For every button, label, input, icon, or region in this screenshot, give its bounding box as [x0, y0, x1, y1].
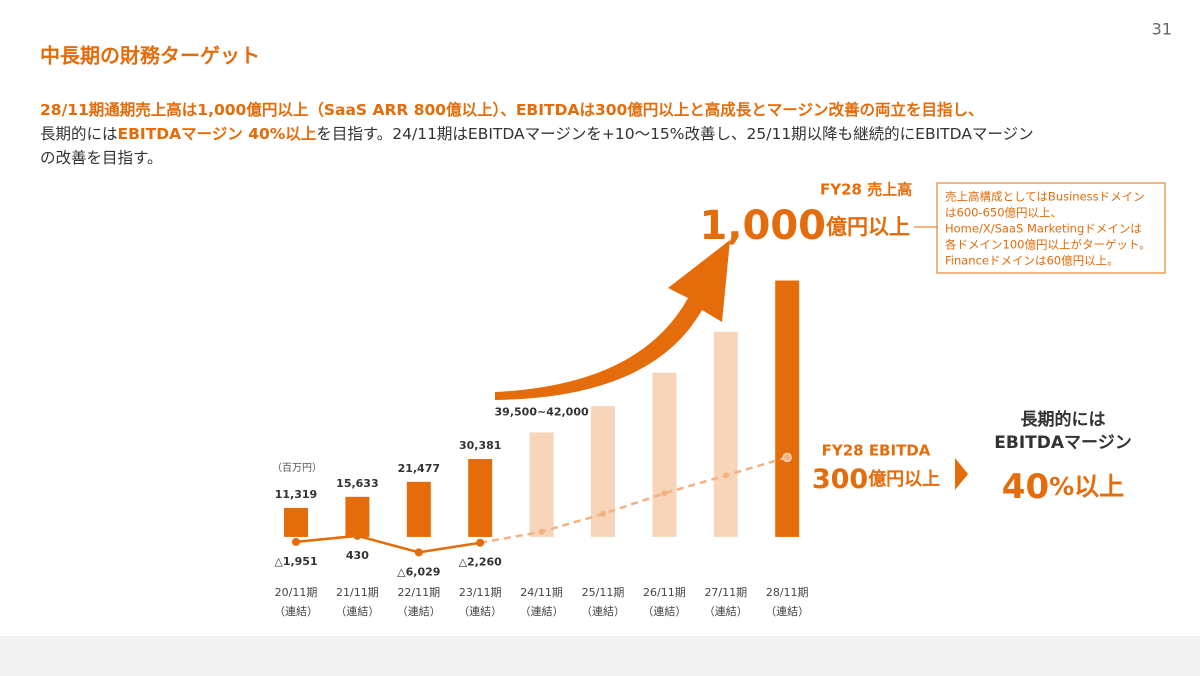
x-tick-label: 24/11期	[520, 586, 563, 599]
x-tick-sublabel: （連結）	[274, 604, 318, 618]
x-tick-label: 25/11期	[582, 586, 625, 599]
summary-segment: 長期的には	[40, 125, 118, 143]
revenue-head: FY28 売上高	[820, 181, 912, 199]
summary-segment: の改善を目指す。	[40, 149, 162, 167]
summary-segment: EBITDAマージン 40%以上	[118, 125, 317, 143]
ebitda-point	[414, 548, 423, 557]
ebitda-point	[476, 538, 485, 547]
ebitda-point	[538, 528, 545, 535]
range-label: 39,500~42,000	[495, 405, 589, 418]
ebitda-forecast-line	[479, 456, 788, 544]
x-tick-sublabel: （連結）	[397, 604, 441, 618]
margin-line1: 長期的には	[1021, 409, 1106, 430]
pointer	[955, 458, 968, 490]
x-tick-sublabel: （連結）	[520, 604, 564, 618]
bar	[345, 496, 370, 537]
note-box	[936, 182, 1166, 274]
x-tick-label: 20/11期	[275, 586, 318, 599]
ebitda-unit: 億円以上	[868, 468, 940, 490]
summary-line: 長期的にはEBITDAマージン 40%以上を目指す。24/11期はEBITDAマ…	[40, 125, 1034, 143]
x-tick-label: 21/11期	[336, 586, 379, 599]
x-tick-sublabel: （連結）	[704, 604, 748, 618]
note-line: 売上高構成としてはBusinessドメイン	[945, 190, 1145, 204]
ebitda-point	[782, 452, 792, 463]
note-line: は600-650億円以上、	[945, 206, 1062, 220]
ebitda-big: 300	[812, 464, 868, 495]
ebitda-head: FY28 EBITDA	[822, 442, 931, 460]
bar	[591, 406, 615, 537]
bar-label: 30,381	[459, 439, 501, 452]
ebitda-label: △6,029	[397, 565, 440, 578]
x-tick-label: 28/11期	[766, 586, 809, 599]
growth-arrow	[495, 240, 730, 400]
ebitda-target: 300億円以上	[812, 464, 940, 495]
bar	[529, 432, 554, 537]
note-line: Financeドメインは60億円以上。	[945, 254, 1119, 268]
x-tick-sublabel: （連結）	[335, 604, 379, 618]
bar	[284, 507, 308, 537]
note-line: Home/X/SaaS Marketingドメインは	[945, 222, 1142, 236]
ebitda-point	[722, 472, 729, 479]
page-number: 31	[1152, 20, 1172, 39]
bar	[468, 459, 493, 537]
ebitda-point	[661, 490, 668, 497]
x-tick-sublabel: （連結）	[642, 604, 686, 618]
margin-big: 40	[1002, 467, 1049, 507]
footer-band	[0, 636, 1200, 676]
ebitda-label: △1,951	[274, 555, 317, 568]
note-line: 各ドメイン100億円以上がターゲット。	[945, 238, 1151, 252]
bar-label: 15,633	[336, 477, 378, 490]
bar	[713, 331, 738, 537]
ebitda-line	[295, 534, 481, 554]
x-tick-sublabel: （連結）	[458, 604, 502, 618]
bar	[406, 481, 431, 537]
x-tick-sublabel: （連結）	[581, 604, 625, 618]
x-tick-label: 27/11期	[704, 586, 747, 599]
margin-unit: %以上	[1049, 472, 1124, 501]
ebitda-point	[600, 510, 606, 517]
margin-target: 40%以上	[1002, 467, 1124, 507]
ebitda-label: △2,260	[459, 556, 503, 569]
summary-segment: を目指す。24/11期はEBITDAマージンを+10〜15%改善し、25/11期…	[316, 125, 1033, 143]
revenue-big: 1,000	[699, 203, 826, 249]
margin-line2: EBITDAマージン	[994, 433, 1131, 453]
unit-label: （百万円）	[272, 462, 322, 474]
bar-label: 21,477	[398, 462, 440, 475]
revenue-target: 1,000億円以上	[699, 203, 910, 249]
slide-title: 中長期の財務ターゲット	[40, 44, 260, 68]
bar	[775, 280, 800, 537]
bar-label: 11,319	[275, 488, 317, 501]
x-tick-label: 22/11期	[397, 586, 440, 599]
x-tick-sublabel: （連結）	[765, 604, 809, 618]
revenue-unit: 億円以上	[826, 215, 910, 239]
x-tick-label: 26/11期	[643, 586, 686, 599]
summary-line: 28/11期通期売上高は1,000億円以上（SaaS ARR 800億以上）、E…	[40, 100, 984, 119]
summary-segment: 28/11期通期売上高は1,000億円以上（SaaS ARR 800億以上）、E…	[40, 100, 984, 119]
ebitda-point	[353, 531, 362, 540]
bar	[652, 372, 677, 537]
ebitda-point	[292, 537, 300, 546]
summary-line: の改善を目指す。	[40, 149, 162, 167]
x-tick-label: 23/11期	[459, 586, 502, 599]
ebitda-label: 430	[346, 549, 369, 562]
